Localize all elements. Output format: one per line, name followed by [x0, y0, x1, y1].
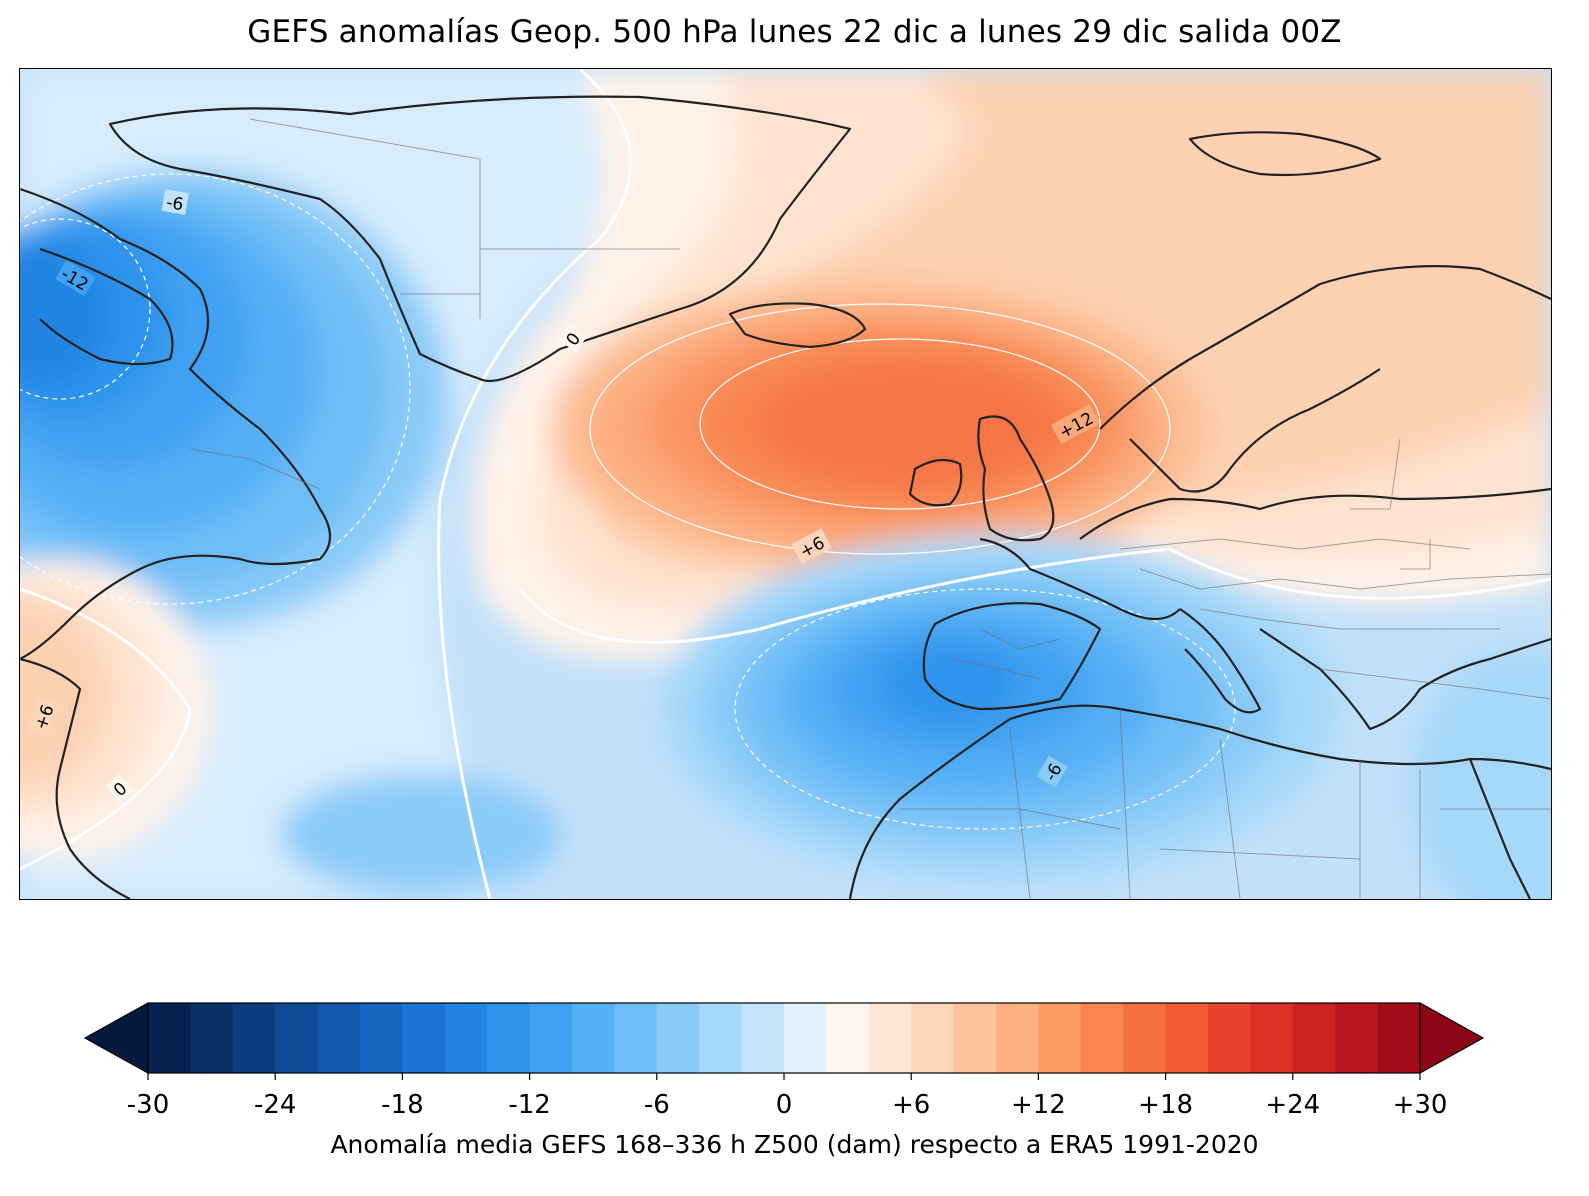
contour-label-labrador-minus6: -6 — [161, 189, 189, 216]
contour-lines — [20, 69, 1551, 899]
colorbar-swatch — [699, 1003, 743, 1073]
colorbar-tick-label: +30 — [1392, 1090, 1448, 1120]
colorbar-swatch — [1038, 1003, 1082, 1073]
colorbar-swatch — [487, 1003, 531, 1073]
colorbar-tick-label: +12 — [1010, 1090, 1066, 1120]
colorbar-tick-label: -24 — [253, 1090, 297, 1120]
colorbar-tick-label: -6 — [643, 1090, 670, 1120]
colorbar-swatch — [1080, 1003, 1124, 1073]
colorbar-swatch — [529, 1003, 573, 1073]
colorbar-swatches — [148, 1003, 1421, 1073]
colorbar-over-arrow — [1419, 1001, 1485, 1075]
colorbar-swatch — [317, 1003, 361, 1073]
colorbar-swatch — [360, 1003, 403, 1073]
colorbar-tick-label: +18 — [1138, 1090, 1194, 1120]
colorbar-swatch — [1165, 1003, 1209, 1073]
colorbar-swatch — [614, 1003, 658, 1073]
map-title: GEFS anomalías Geop. 500 hPa lunes 22 di… — [247, 14, 1342, 50]
colorbar-swatch — [190, 1003, 234, 1073]
colorbar-tick-label: +24 — [1265, 1090, 1321, 1120]
colorbar-swatch — [953, 1003, 997, 1073]
colorbar-tick-label: -12 — [508, 1090, 551, 1120]
contour-label-greenland-zero: 0 — [558, 324, 587, 353]
colorbar-swatch — [656, 1003, 700, 1073]
colorbar-under-arrow — [83, 1001, 149, 1075]
colorbar-swatch — [868, 1003, 912, 1073]
country-borders — [189, 118, 1551, 899]
contour-label-us-zero: 0 — [105, 774, 134, 803]
map-panel: 0 -6 -12 +12 +6 +6 0 -6 — [19, 68, 1552, 900]
colorbar-swatch — [911, 1003, 955, 1073]
anomaly-map: 0 -6 -12 +12 +6 +6 0 -6 — [20, 69, 1551, 899]
colorbar-tick-label: +6 — [892, 1090, 931, 1120]
colorbar-tick-label: -18 — [381, 1090, 424, 1120]
colorbar-tick-label: 0 — [775, 1090, 793, 1120]
colorbar-swatch — [996, 1003, 1039, 1073]
colorbar-swatch — [741, 1003, 785, 1073]
colorbar-tick-label: -30 — [126, 1090, 170, 1120]
colorbar-swatch — [444, 1003, 488, 1073]
colorbar-swatch — [148, 1003, 191, 1073]
coastlines — [20, 95, 1551, 899]
colorbar-swatch — [826, 1003, 870, 1073]
colorbar-swatch — [784, 1003, 827, 1073]
colorbar — [83, 1001, 1485, 1080]
colorbar-swatch — [402, 1003, 446, 1073]
colorbar-swatch — [275, 1003, 319, 1073]
colorbar-swatch — [572, 1003, 615, 1073]
svg-text:-6: -6 — [165, 193, 185, 216]
contour-label-africa-minus6: -6 — [1036, 755, 1068, 788]
colorbar-ticks — [147, 1073, 1421, 1080]
colorbar-swatch — [232, 1003, 276, 1073]
colorbar-swatch — [1377, 1003, 1421, 1073]
colorbar-swatch — [1123, 1003, 1167, 1073]
colorbar-swatch — [1335, 1003, 1379, 1073]
colorbar-swatch — [1250, 1003, 1294, 1073]
colorbar-swatch — [1208, 1003, 1251, 1073]
colorbar-caption: Anomalía media GEFS 168–336 h Z500 (dam)… — [330, 1130, 1259, 1159]
colorbar-swatch — [1292, 1003, 1336, 1073]
